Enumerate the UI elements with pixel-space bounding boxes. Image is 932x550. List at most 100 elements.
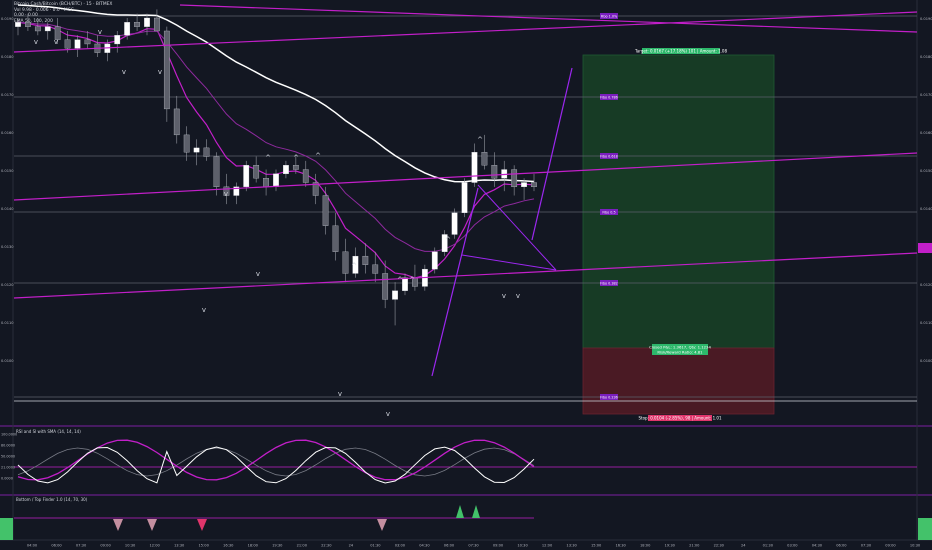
legend-volume: Vol 9.98 · 0.006 · 0.0 · MCC — [14, 7, 74, 13]
candle-body[interactable] — [15, 22, 21, 27]
candle-body[interactable] — [461, 182, 468, 213]
candle-body[interactable] — [471, 152, 478, 183]
buy-marker: ^ — [315, 152, 321, 160]
time-label: 19:30 — [272, 544, 283, 548]
trendline-descending[interactable] — [179, 4, 918, 33]
buy-marker: ^ — [445, 236, 451, 244]
candle-body[interactable] — [312, 182, 319, 196]
time-label: 15:00 — [199, 544, 210, 548]
buy-marker: ^ — [409, 276, 415, 284]
candle-body[interactable] — [451, 212, 458, 235]
candle-body[interactable] — [302, 169, 309, 183]
candle-body[interactable] — [362, 255, 369, 265]
time-label: 09:00 — [100, 544, 111, 548]
top-signal — [472, 505, 480, 518]
triangle-bottom[interactable] — [461, 254, 557, 271]
trendline-mid[interactable] — [13, 152, 918, 201]
rsi-pane: 100.0000 80.0000 50.0000 21.0000 0.0000 — [1, 433, 917, 484]
candle-body[interactable] — [74, 39, 81, 49]
right-price-label: 0.0150 — [920, 169, 932, 173]
candle-body[interactable] — [34, 26, 41, 32]
stop-zone[interactable] — [582, 347, 775, 415]
candle-body[interactable] — [263, 178, 269, 188]
candle-body[interactable] — [64, 39, 71, 49]
candle-body[interactable] — [481, 152, 488, 166]
candle-body[interactable] — [213, 156, 220, 188]
candle-body[interactable] — [243, 165, 250, 188]
buy-marker: ^ — [265, 154, 271, 162]
candle-body[interactable] — [392, 290, 398, 300]
time-label: 12:00 — [542, 544, 553, 548]
sell-marker: v — [502, 292, 506, 300]
candle-body[interactable] — [124, 22, 131, 36]
candle-body[interactable] — [382, 273, 389, 300]
candle-body[interactable] — [233, 186, 240, 196]
time-label: 03:00 — [395, 544, 406, 548]
candle-body[interactable] — [253, 165, 260, 179]
candle-body[interactable] — [193, 147, 200, 153]
bottom-finder-title: Bottom / Top Finder 1.0 (14, 70, 30) — [16, 497, 88, 502]
time-label: 16:30 — [615, 544, 626, 548]
time-label: 01:30 — [370, 544, 381, 548]
buy-marker: ^ — [397, 276, 403, 284]
time-label: 12:00 — [149, 544, 160, 548]
time-label: 24 — [741, 544, 746, 548]
trendlines[interactable] — [13, 4, 918, 377]
sell-marker: v — [224, 190, 228, 198]
candle-body[interactable] — [332, 225, 339, 252]
candle-body[interactable] — [273, 173, 279, 188]
candle-body[interactable] — [203, 147, 210, 157]
bottom-finder-pane — [0, 505, 932, 540]
candle-body[interactable] — [352, 255, 359, 274]
buy-marker: ^ — [477, 136, 483, 144]
trendline-lower[interactable] — [13, 252, 918, 299]
time-label: 24 — [349, 544, 354, 548]
candle-body[interactable] — [511, 169, 518, 188]
ema-fast — [17, 21, 535, 279]
candle-body[interactable] — [54, 26, 61, 40]
candle-body[interactable] — [25, 22, 31, 27]
projection-up-2[interactable] — [531, 67, 573, 241]
candle-body[interactable] — [183, 134, 190, 153]
sell-marker: v — [122, 68, 126, 76]
time-label: 18:00 — [640, 544, 651, 548]
candle-body[interactable] — [521, 182, 527, 188]
time-label: 13:30 — [174, 544, 185, 548]
rsi-line — [17, 446, 535, 484]
target-zone[interactable] — [582, 54, 775, 349]
candle-body[interactable] — [134, 22, 140, 27]
buy-marker: ^ — [293, 154, 299, 162]
trendline-upper[interactable] — [13, 11, 918, 53]
candle-body[interactable] — [144, 17, 150, 27]
time-label: 06:00 — [51, 544, 62, 548]
candle-body[interactable] — [431, 251, 438, 270]
candle-body[interactable] — [283, 165, 289, 175]
candle-body[interactable] — [372, 264, 379, 274]
candle-body[interactable] — [402, 277, 408, 291]
left-price-label: 0.0100 — [1, 359, 14, 363]
triangle-top[interactable] — [477, 184, 557, 271]
time-label: 04:00 — [27, 544, 38, 548]
top-signal — [456, 505, 464, 518]
candle-body[interactable] — [154, 17, 160, 32]
candle-body[interactable] — [173, 108, 180, 136]
candle-body[interactable] — [531, 182, 537, 188]
time-label: 16:30 — [223, 544, 234, 548]
candles[interactable] — [15, 9, 537, 326]
candle-body[interactable] — [342, 251, 349, 274]
projection-up-1[interactable] — [431, 187, 479, 377]
candle-body[interactable] — [223, 186, 230, 196]
right-price-label: 0.0190 — [920, 17, 932, 21]
candle-body[interactable] — [441, 234, 448, 252]
candle-body[interactable] — [322, 195, 329, 226]
candle-body[interactable] — [292, 165, 299, 170]
candle-body[interactable] — [491, 165, 498, 179]
candle-body[interactable] — [114, 35, 121, 45]
right-price-label: 0.0100 — [920, 359, 932, 363]
candle-body[interactable] — [44, 26, 51, 32]
legend-symbol: Bitcoin Cash/Bitcoin (BCH/BTC) · 15 · BI… — [14, 2, 113, 7]
candle-body[interactable] — [84, 39, 91, 45]
candle-body[interactable] — [163, 30, 170, 110]
